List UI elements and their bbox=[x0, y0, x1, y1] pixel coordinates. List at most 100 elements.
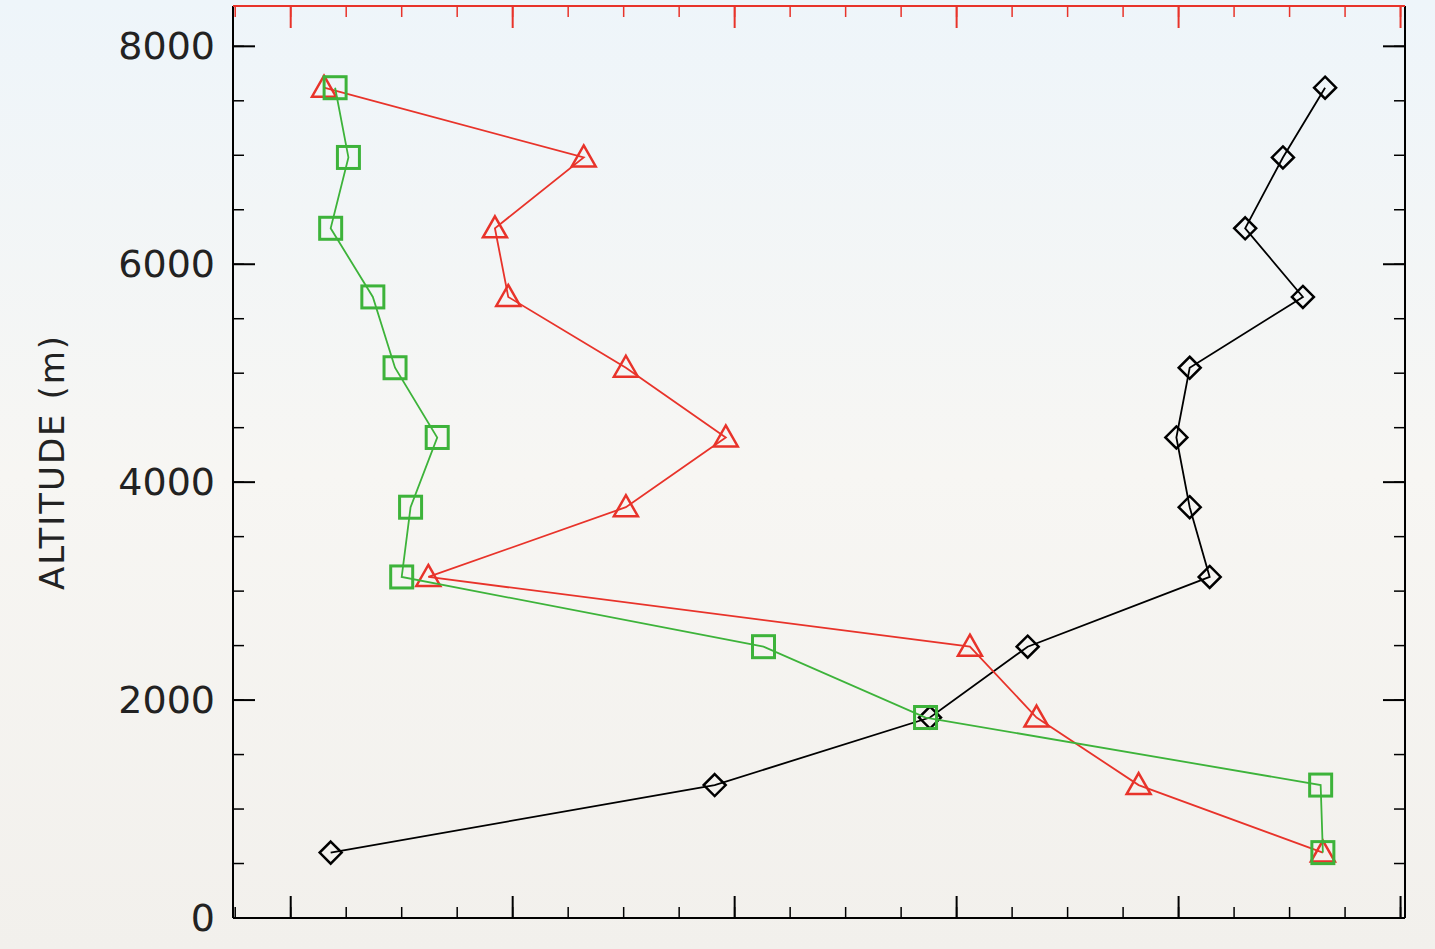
y-minor-tick bbox=[233, 536, 244, 538]
marker bbox=[320, 842, 342, 864]
marker bbox=[1179, 496, 1201, 518]
marker bbox=[384, 357, 406, 379]
x-minor-tick bbox=[1178, 6, 1180, 17]
y-tick bbox=[1383, 45, 1405, 47]
y-minor-tick bbox=[233, 863, 244, 865]
y-tick bbox=[1383, 917, 1405, 919]
y-minor-tick bbox=[1394, 590, 1405, 592]
x-minor-tick bbox=[567, 907, 569, 918]
x-minor-tick bbox=[734, 907, 736, 918]
x-tick bbox=[734, 6, 736, 28]
x-tick bbox=[290, 896, 292, 918]
x-minor-tick bbox=[678, 907, 680, 918]
marker bbox=[614, 356, 638, 377]
y-minor-tick bbox=[1394, 427, 1405, 429]
y-tick-label: 4000 bbox=[118, 460, 215, 504]
marker bbox=[483, 216, 507, 237]
y-minor-tick bbox=[233, 155, 244, 157]
y-minor-tick bbox=[1394, 754, 1405, 756]
x-minor-tick bbox=[789, 6, 791, 17]
y-minor-tick bbox=[1394, 481, 1405, 483]
frame-right bbox=[1404, 6, 1406, 918]
x-tick bbox=[1178, 6, 1180, 28]
marker bbox=[337, 146, 359, 168]
y-minor-tick bbox=[233, 590, 244, 592]
marker bbox=[400, 496, 422, 518]
x-minor-tick bbox=[623, 907, 625, 918]
x-minor-tick bbox=[512, 6, 514, 17]
frame-top bbox=[233, 5, 1405, 7]
marker bbox=[1292, 286, 1314, 308]
x-minor-tick bbox=[1067, 907, 1069, 918]
marker bbox=[1127, 773, 1151, 794]
y-minor-tick bbox=[233, 427, 244, 429]
y-tick bbox=[1383, 699, 1405, 701]
marker bbox=[324, 77, 346, 99]
chart: 02000400060008000ALTITUDE (m) bbox=[0, 0, 1435, 949]
marker bbox=[1025, 706, 1049, 727]
y-minor-tick bbox=[233, 645, 244, 647]
marker bbox=[614, 495, 638, 516]
y-minor-tick bbox=[1394, 917, 1405, 919]
y-tick-label: 2000 bbox=[118, 678, 215, 722]
x-minor-tick bbox=[1233, 907, 1235, 918]
marker bbox=[572, 145, 596, 166]
x-minor-tick bbox=[1289, 6, 1291, 17]
y-minor-tick bbox=[1394, 536, 1405, 538]
x-minor-tick bbox=[1344, 6, 1346, 17]
x-tick bbox=[1178, 896, 1180, 918]
y-tick bbox=[233, 45, 255, 47]
y-minor-tick bbox=[1394, 699, 1405, 701]
x-minor-tick bbox=[956, 6, 958, 17]
marker bbox=[1017, 636, 1039, 658]
x-minor-tick bbox=[234, 907, 236, 918]
y-tick bbox=[233, 699, 255, 701]
background bbox=[0, 0, 1435, 949]
x-minor-tick bbox=[1067, 6, 1069, 17]
x-minor-tick bbox=[900, 6, 902, 17]
x-minor-tick bbox=[401, 6, 403, 17]
marker bbox=[1199, 566, 1221, 588]
x-minor-tick bbox=[1122, 6, 1124, 17]
x-minor-tick bbox=[845, 6, 847, 17]
x-tick bbox=[1400, 896, 1402, 918]
y-tick bbox=[233, 481, 255, 483]
y-tick-label: 8000 bbox=[118, 24, 215, 68]
marker bbox=[1314, 77, 1336, 99]
x-minor-tick bbox=[567, 6, 569, 17]
y-minor-tick bbox=[1394, 863, 1405, 865]
y-tick bbox=[1383, 263, 1405, 265]
plot-area bbox=[312, 76, 1336, 864]
marker bbox=[1310, 774, 1332, 796]
series-line bbox=[331, 88, 1323, 853]
marker bbox=[1312, 842, 1334, 864]
y-minor-tick bbox=[1394, 372, 1405, 374]
x-minor-tick bbox=[456, 907, 458, 918]
marker bbox=[320, 217, 342, 239]
x-minor-tick bbox=[734, 6, 736, 17]
marker bbox=[1179, 357, 1201, 379]
y-minor-tick bbox=[233, 209, 244, 211]
x-tick bbox=[512, 896, 514, 918]
marker bbox=[1234, 217, 1256, 239]
series-line bbox=[331, 88, 1325, 853]
x-minor-tick bbox=[1011, 907, 1013, 918]
x-tick bbox=[956, 896, 958, 918]
x-tick bbox=[956, 6, 958, 28]
y-minor-tick bbox=[233, 754, 244, 756]
x-minor-tick bbox=[956, 907, 958, 918]
marker bbox=[1165, 426, 1187, 448]
x-minor-tick bbox=[1400, 907, 1402, 918]
marker bbox=[958, 635, 982, 656]
x-minor-tick bbox=[401, 907, 403, 918]
x-minor-tick bbox=[1344, 907, 1346, 918]
y-minor-tick bbox=[233, 372, 244, 374]
x-tick bbox=[734, 896, 736, 918]
x-minor-tick bbox=[345, 6, 347, 17]
y-minor-tick bbox=[1394, 808, 1405, 810]
y-minor-tick bbox=[233, 46, 244, 48]
x-minor-tick bbox=[678, 6, 680, 17]
x-minor-tick bbox=[623, 6, 625, 17]
y-axis-title: ALTITUDE (m) bbox=[32, 334, 72, 590]
y-minor-tick bbox=[233, 699, 244, 701]
